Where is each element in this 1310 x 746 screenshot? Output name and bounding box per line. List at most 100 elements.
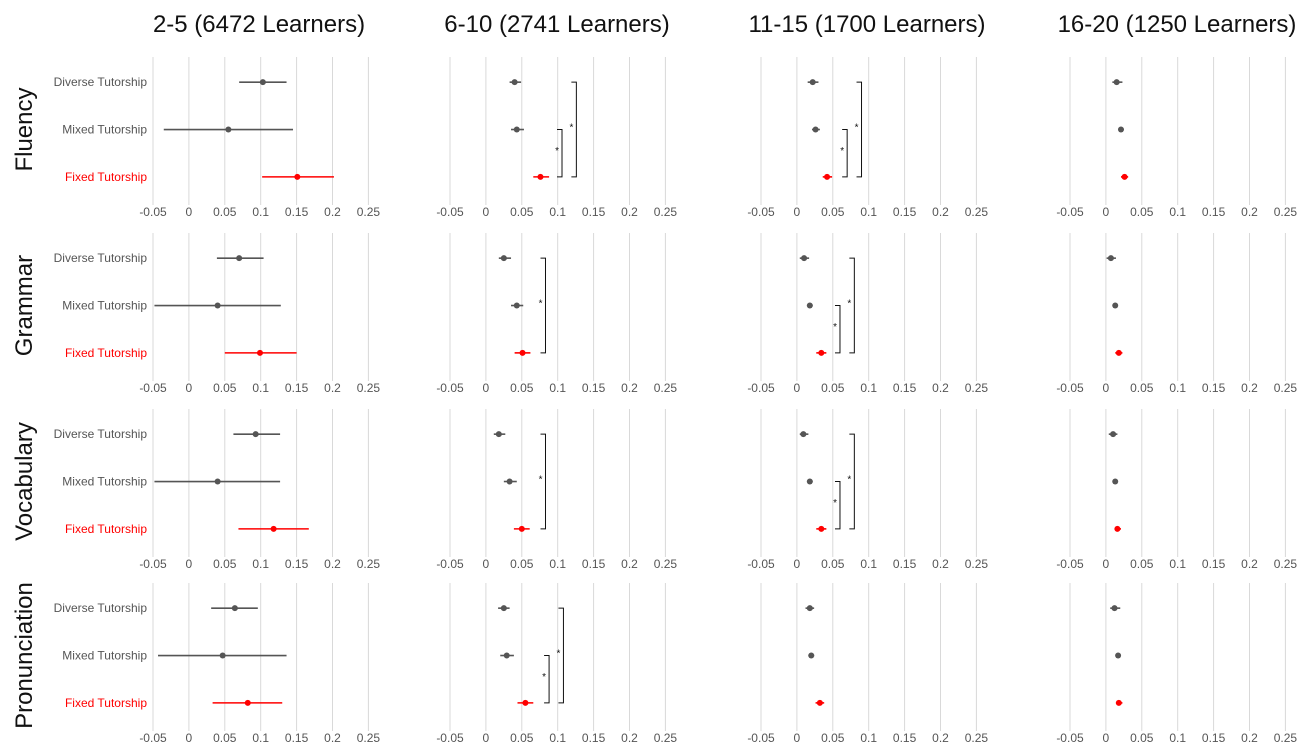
x-tick-label: 0.1 [252, 381, 269, 395]
significance-star: * [539, 299, 543, 310]
x-tick-label: -0.05 [436, 205, 464, 219]
x-tick-label: 0.25 [357, 731, 381, 745]
x-tick-label: 0 [186, 557, 193, 571]
x-tick-label: 0.2 [932, 557, 949, 571]
x-tick-label: -0.05 [1056, 731, 1084, 745]
x-tick-label: 0.15 [1202, 381, 1226, 395]
x-tick-label: 0.1 [549, 731, 566, 745]
category-label: Fixed Tutorship [65, 170, 147, 184]
column-title: 6-10 (2741 Learners) [444, 11, 669, 38]
significance-bracket [834, 481, 841, 530]
x-tick-label: 0.15 [582, 205, 606, 219]
point-estimate [806, 605, 813, 612]
forest-panel: -0.05 0 0.05 0.1 0.15 0.2 0.25 * [436, 409, 677, 571]
x-tick-label: 0.2 [324, 381, 341, 395]
point-estimate [500, 255, 507, 262]
forest-panel: -0.05 0 0.05 0.1 0.15 0.2 0.25 Diverse Tutorshi… [54, 57, 381, 219]
significance-star: * [539, 475, 543, 486]
forest-panel: -0.05 0 0.05 0.1 0.15 0.2 0.25 [1056, 583, 1297, 745]
x-tick-label: 0.05 [213, 557, 237, 571]
point-estimate [824, 173, 831, 180]
x-tick-label: 0.25 [654, 557, 678, 571]
significance-bracket [571, 81, 577, 178]
x-tick-label: 0.15 [582, 557, 606, 571]
x-tick-label: 0.05 [821, 381, 845, 395]
x-tick-label: 0.25 [654, 381, 678, 395]
x-tick-label: 0 [483, 381, 490, 395]
x-tick-label: 0.1 [860, 731, 877, 745]
significance-star: * [555, 146, 559, 157]
point-estimate [244, 699, 251, 706]
x-tick-label: 0.05 [1130, 381, 1154, 395]
point-estimate [1111, 605, 1118, 612]
x-tick-label: -0.05 [139, 731, 167, 745]
point-estimate [225, 126, 232, 133]
forest-panel: -0.05 0 0.05 0.1 0.15 0.2 0.25 * * [436, 57, 677, 219]
row-title: Fluency [11, 87, 38, 171]
forest-panel: -0.05 0 0.05 0.1 0.15 0.2 0.25 * * [747, 57, 988, 219]
point-estimate [801, 255, 808, 262]
x-tick-label: 0.25 [1274, 557, 1298, 571]
significance-star: * [557, 649, 561, 660]
point-estimate [294, 173, 301, 180]
category-label: Mixed Tutorship [62, 649, 147, 663]
point-estimate [1121, 173, 1128, 180]
category-label: Diverse Tutorship [54, 251, 148, 265]
x-tick-label: 0.1 [549, 205, 566, 219]
x-tick-label: 0.15 [893, 205, 917, 219]
category-label: Diverse Tutorship [54, 601, 148, 615]
point-estimate [1112, 478, 1119, 485]
point-estimate [1115, 699, 1122, 706]
x-tick-label: 0 [794, 557, 801, 571]
x-tick-label: 0.2 [932, 731, 949, 745]
x-tick-label: 0.05 [1130, 557, 1154, 571]
point-estimate [500, 605, 507, 612]
x-tick-label: 0.05 [821, 731, 845, 745]
column-title: 16-20 (1250 Learners) [1058, 11, 1297, 38]
point-estimate [1107, 255, 1114, 262]
x-tick-label: 0.2 [621, 731, 638, 745]
point-estimate [537, 173, 544, 180]
point-estimate [808, 652, 815, 659]
category-label: Fixed Tutorship [65, 696, 147, 710]
x-tick-label: 0.2 [324, 557, 341, 571]
point-estimate [809, 79, 816, 86]
significance-star: * [855, 123, 859, 134]
point-estimate [522, 699, 529, 706]
point-estimate [1115, 652, 1122, 659]
forest-panel: -0.05 0 0.05 0.1 0.15 0.2 0.25 * [436, 233, 677, 395]
x-tick-label: 0.05 [510, 381, 534, 395]
significance-star: * [847, 475, 851, 486]
x-tick-label: -0.05 [1056, 381, 1084, 395]
x-tick-label: -0.05 [1056, 557, 1084, 571]
x-tick-label: 0 [794, 731, 801, 745]
x-tick-label: 0 [1103, 205, 1110, 219]
x-tick-label: 0.25 [1274, 205, 1298, 219]
point-estimate [1115, 349, 1122, 356]
x-tick-label: -0.05 [139, 557, 167, 571]
x-tick-label: -0.05 [1056, 205, 1084, 219]
x-tick-label: 0.1 [1169, 731, 1186, 745]
category-label: Fixed Tutorship [65, 522, 147, 536]
significance-bracket [540, 257, 546, 354]
x-tick-label: 0.25 [965, 381, 989, 395]
x-tick-label: 0.05 [510, 205, 534, 219]
x-tick-label: 0.05 [821, 205, 845, 219]
point-estimate [818, 349, 825, 356]
x-tick-label: 0 [186, 205, 193, 219]
significance-bracket [842, 129, 848, 178]
forest-panel: -0.05 0 0.05 0.1 0.15 0.2 0.25 * * [747, 233, 988, 395]
point-estimate [506, 478, 513, 485]
point-estimate [231, 605, 238, 612]
x-tick-label: 0.2 [932, 381, 949, 395]
x-tick-label: 0 [186, 381, 193, 395]
significance-star: * [542, 672, 546, 683]
x-tick-label: 0.25 [357, 205, 381, 219]
point-estimate [806, 302, 813, 309]
x-tick-label: 0.1 [860, 557, 877, 571]
x-tick-label: 0 [483, 731, 490, 745]
significance-bracket [849, 257, 855, 354]
x-tick-label: 0.05 [213, 731, 237, 745]
forest-panel: -0.05 0 0.05 0.1 0.15 0.2 0.25 Diverse Tutorshi… [54, 409, 380, 571]
x-tick-label: 0.05 [1130, 731, 1154, 745]
